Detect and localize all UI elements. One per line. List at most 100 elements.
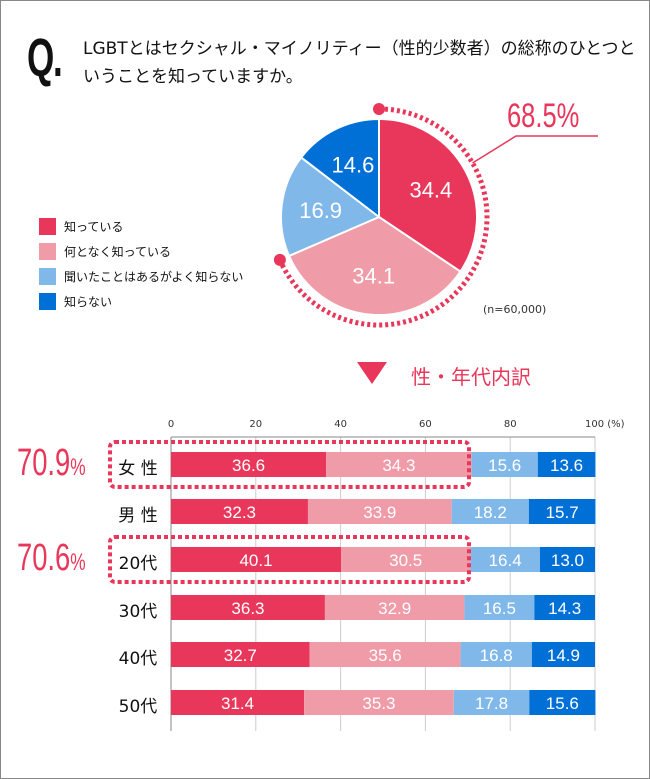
arc-dot <box>273 253 286 266</box>
legend-label: 知っている <box>64 220 124 234</box>
bar-segment <box>529 690 596 715</box>
pie-label: 16.9 <box>299 198 342 223</box>
question-text: LGBTとはセクシャル・マイノリティー（性的少数者）の総称のひとつということを知… <box>83 39 636 87</box>
x-tick-label: 100 (%) <box>585 419 625 430</box>
highlight-arc <box>277 106 490 328</box>
leader-line <box>472 135 598 164</box>
bar-value-label: 15.7 <box>546 503 579 522</box>
bar-value-label: 13.6 <box>550 456 583 475</box>
highlight-box <box>108 535 471 584</box>
bar-value-label: 16.4 <box>489 551 522 570</box>
legend-item: 聞いたことはあるがよく知らない <box>39 268 243 285</box>
pie-slice <box>299 117 380 220</box>
stacked-bar-chart: 0 20 40 60 80 100 (%) 36.6 34.3 15.6 13.6 32.3 33.9… <box>108 419 625 731</box>
legend-label: 知らない <box>64 295 113 309</box>
highlight-total-value: 70.6 <box>17 537 71 579</box>
legend-label: 聞いたことはあるがよく知らない <box>64 270 244 284</box>
category-label: 50代 <box>118 697 158 717</box>
bar-segment <box>471 452 538 477</box>
bar-segment <box>171 547 342 572</box>
bar-segment <box>451 499 529 524</box>
bar-value-label: 33.9 <box>363 503 396 522</box>
bar-value-label: 31.4 <box>221 694 254 713</box>
bar-value-label: 14.3 <box>548 599 581 618</box>
bar-value-label: 32.9 <box>378 599 411 618</box>
bar-segment <box>537 452 596 477</box>
x-tick-label: 40 <box>334 419 347 430</box>
down-triangle-icon <box>357 362 387 384</box>
bar-value-label: 17.8 <box>475 694 508 713</box>
bar-segment <box>171 642 310 667</box>
pie-slice <box>378 117 478 273</box>
highlight-total: 70.6% <box>17 537 86 580</box>
bar-value-label: 13.0 <box>551 551 584 570</box>
bar-segment <box>171 690 305 715</box>
bar-value-label: 16.8 <box>480 646 513 665</box>
highlight-total-value: 70.9 <box>17 442 71 484</box>
legend-swatch <box>39 243 56 260</box>
bar-segment <box>326 452 472 477</box>
bar-value-label: 18.2 <box>474 503 507 522</box>
x-tick-label: 20 <box>249 419 262 430</box>
legend-item: 知っている <box>39 218 123 235</box>
sample-size: (n=60,000) <box>483 303 547 316</box>
breakdown-title: 性・年代内訳 <box>411 365 531 389</box>
bar-value-label: 36.6 <box>232 456 265 475</box>
bar-value-label: 35.3 <box>362 694 395 713</box>
bar-segment <box>531 642 595 667</box>
bar-segment <box>453 690 530 715</box>
arc-dot <box>373 103 385 115</box>
bar-value-label: 32.7 <box>224 646 257 665</box>
legend-label: 何となく知っている <box>64 245 172 259</box>
bar-value-label: 16.5 <box>483 599 516 618</box>
highlight-total-unit: % <box>70 454 86 481</box>
bar-segment <box>171 499 308 524</box>
bar-value-label: 32.3 <box>223 503 256 522</box>
legend-swatch <box>39 218 56 235</box>
bar-value-label: 14.9 <box>547 646 580 665</box>
bar-segment <box>324 595 465 620</box>
legend-swatch <box>39 293 56 310</box>
category-label: 女 性 <box>118 459 158 479</box>
bar-value-label: 35.6 <box>369 646 402 665</box>
highlight-total-unit: % <box>70 549 86 576</box>
pie-label: 14.6 <box>332 152 375 177</box>
category-label: 30代 <box>118 602 158 622</box>
pie-label: 34.1 <box>352 264 395 289</box>
bar-value-label: 15.6 <box>488 456 521 475</box>
bar-segment <box>304 690 454 715</box>
bar-value-label: 34.3 <box>382 456 415 475</box>
x-tick-label: 60 <box>419 419 432 430</box>
legend-item: 知らない <box>39 293 112 310</box>
pie-label: 34.4 <box>409 177 452 202</box>
bar-segment <box>534 595 595 620</box>
bar-value-label: 15.6 <box>546 694 579 713</box>
bar-segment <box>171 452 327 477</box>
x-tick-label: 80 <box>504 419 517 430</box>
aware-total: 68.5% <box>507 97 580 135</box>
bar-value-label: 40.1 <box>239 551 272 570</box>
bar-segment <box>528 499 596 524</box>
x-tick-label: 0 <box>168 419 174 430</box>
bar-segment <box>309 642 461 667</box>
highlight-box <box>108 440 471 489</box>
bar-segment <box>171 595 325 620</box>
bar-segment <box>341 547 471 572</box>
pie-chart: 34.4 34.1 16.9 14.6 <box>273 103 598 328</box>
bar-segment <box>464 595 535 620</box>
bar-segment <box>460 642 532 667</box>
legend-item: 何となく知っている <box>39 243 171 260</box>
bar-segment <box>470 547 540 572</box>
bar-segment <box>539 547 595 572</box>
category-label: 20代 <box>118 554 158 574</box>
bar-segment <box>307 499 452 524</box>
bar-value-label: 30.5 <box>389 551 422 570</box>
highlight-total: 70.9% <box>17 442 86 485</box>
category-label: 40代 <box>118 649 158 669</box>
legend-swatch <box>39 268 56 285</box>
category-label: 男 性 <box>118 506 158 526</box>
pie-slice <box>280 156 381 258</box>
bar-value-label: 36.3 <box>231 599 264 618</box>
pie-slice <box>287 215 462 316</box>
